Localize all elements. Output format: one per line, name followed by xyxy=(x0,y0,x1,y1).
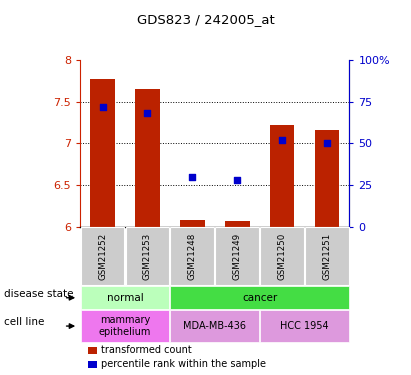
Bar xyxy=(90,79,115,227)
Point xyxy=(99,104,106,110)
Text: transformed count: transformed count xyxy=(101,345,192,355)
Point xyxy=(189,174,196,180)
Text: normal: normal xyxy=(106,293,143,303)
Text: GSM21253: GSM21253 xyxy=(143,232,152,280)
Text: cell line: cell line xyxy=(4,317,44,327)
Text: GDS823 / 242005_at: GDS823 / 242005_at xyxy=(136,13,275,26)
Point xyxy=(144,110,151,116)
Text: GSM21249: GSM21249 xyxy=(233,232,242,279)
Text: GSM21251: GSM21251 xyxy=(322,232,331,280)
Text: GSM21252: GSM21252 xyxy=(98,232,107,280)
Point xyxy=(279,137,285,143)
Text: percentile rank within the sample: percentile rank within the sample xyxy=(101,359,266,369)
Bar xyxy=(270,125,294,227)
Text: GSM21250: GSM21250 xyxy=(277,232,286,280)
Text: GSM21248: GSM21248 xyxy=(188,232,197,280)
Bar xyxy=(180,220,205,227)
Bar xyxy=(135,89,160,227)
Bar xyxy=(314,130,339,227)
Text: MDA-MB-436: MDA-MB-436 xyxy=(183,321,246,331)
Bar xyxy=(225,221,249,227)
Text: disease state: disease state xyxy=(4,289,74,299)
Text: HCC 1954: HCC 1954 xyxy=(280,321,329,331)
Text: mammary
epithelium: mammary epithelium xyxy=(99,315,151,337)
Point xyxy=(323,140,330,146)
Point xyxy=(234,177,240,183)
Text: cancer: cancer xyxy=(242,293,277,303)
